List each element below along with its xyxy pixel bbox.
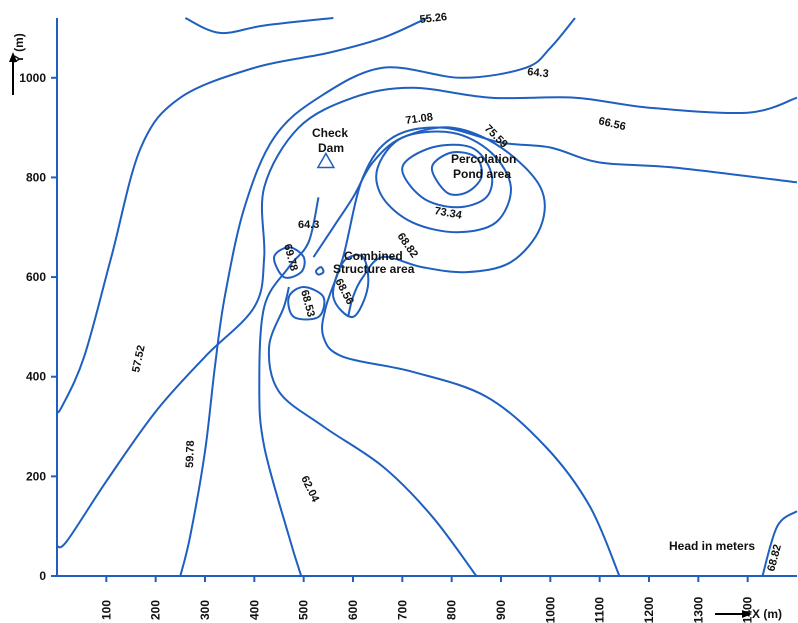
check-dam-label-1: Check — [312, 126, 348, 140]
combined-label-1: Combined — [344, 249, 403, 263]
closed-contour-75-59 — [430, 151, 483, 196]
y-tick-label-0: 0 — [39, 569, 46, 583]
x-axis-arrow-head — [742, 610, 752, 618]
y-tick-label-1000: 1000 — [19, 71, 46, 85]
contour-line-68-82-right — [761, 510, 798, 577]
contour-label-59-78: 59.78 — [184, 440, 197, 468]
contour-label-57-52: 57.52 — [130, 344, 147, 373]
contour-label-62-04: 62.04 — [298, 474, 321, 505]
closed-contour-71-08 — [375, 130, 512, 234]
contour-label-69-78: 69.78 — [281, 243, 300, 273]
check-dam-label-2: Dam — [318, 141, 344, 155]
x-tick-label-1200: 1200 — [642, 596, 656, 623]
y-tick-label-200: 200 — [26, 469, 46, 483]
x-tick-label-600: 600 — [346, 600, 360, 620]
y-tick-label-400: 400 — [26, 370, 46, 384]
x-tick-labels: 100 200 300 400 500 600 700 800 900 1000 1100 1200 1… — [99, 596, 754, 623]
contour-label-75-59: 75.59 — [482, 123, 510, 151]
tick-marks — [51, 76, 749, 582]
combined-label-2: Structure area — [333, 262, 415, 276]
contour-label-64-3-mid: 64.3 — [298, 219, 319, 231]
check-dam-marker — [316, 151, 336, 169]
contour-line-64-3-left — [258, 197, 320, 577]
x-tick-label-500: 500 — [297, 600, 311, 620]
x-tick-label-700: 700 — [395, 600, 409, 620]
closed-contour-69-78 — [273, 246, 306, 279]
legend-head-in-meters: Head in meters — [669, 539, 755, 553]
y-tick-label-600: 600 — [26, 270, 46, 284]
contour-label-73-34: 73.34 — [433, 205, 463, 222]
x-tick-label-400: 400 — [247, 600, 261, 620]
contour-label-66-56: 66.56 — [597, 115, 627, 133]
x-axis-title: X (m) — [752, 607, 782, 621]
contour-label-68-82-right: 68.82 — [765, 543, 784, 573]
x-tick-label-200: 200 — [149, 600, 163, 620]
pond-label-1: Percolation — [451, 152, 516, 166]
y-axis-title: Y (m) — [12, 33, 26, 63]
contour-line-55-26 — [184, 17, 334, 35]
closed-contour-73-34 — [401, 143, 494, 209]
contour-label-55-26: 55.26 — [419, 11, 448, 26]
contour-lines — [56, 17, 798, 577]
contour-line-57-52 — [56, 17, 428, 414]
y-tick-labels: 0 200 400 600 800 1000 — [19, 71, 46, 583]
contour-line-66-56 — [321, 126, 798, 577]
contour-label-64-3-upper: 64.3 — [527, 66, 550, 80]
contour-line-68-82-inner — [312, 126, 546, 318]
x-tick-label-900: 900 — [494, 600, 508, 620]
closed-contour-small — [314, 266, 325, 276]
x-tick-label-1100: 1100 — [593, 597, 607, 623]
y-tick-label-800: 800 — [26, 170, 46, 184]
contour-label-68-53: 68.53 — [298, 289, 317, 319]
contour-label-71-08: 71.08 — [405, 111, 434, 127]
x-tick-label-1000: 1000 — [543, 596, 557, 623]
closed-contour-68-53 — [287, 285, 326, 321]
pond-label-2: Pond area — [453, 167, 511, 181]
x-tick-label-800: 800 — [445, 600, 459, 620]
contour-line-59-78 — [179, 17, 576, 577]
contour-line-62-04 — [56, 86, 798, 549]
x-tick-label-300: 300 — [198, 600, 212, 620]
x-tick-label-100: 100 — [99, 600, 113, 620]
contour-line-64-3-mid — [267, 286, 478, 577]
x-tick-label-1300: 1300 — [691, 596, 705, 623]
y-axis-arrow-head — [9, 52, 17, 62]
closed-contour-68-56 — [332, 254, 370, 318]
